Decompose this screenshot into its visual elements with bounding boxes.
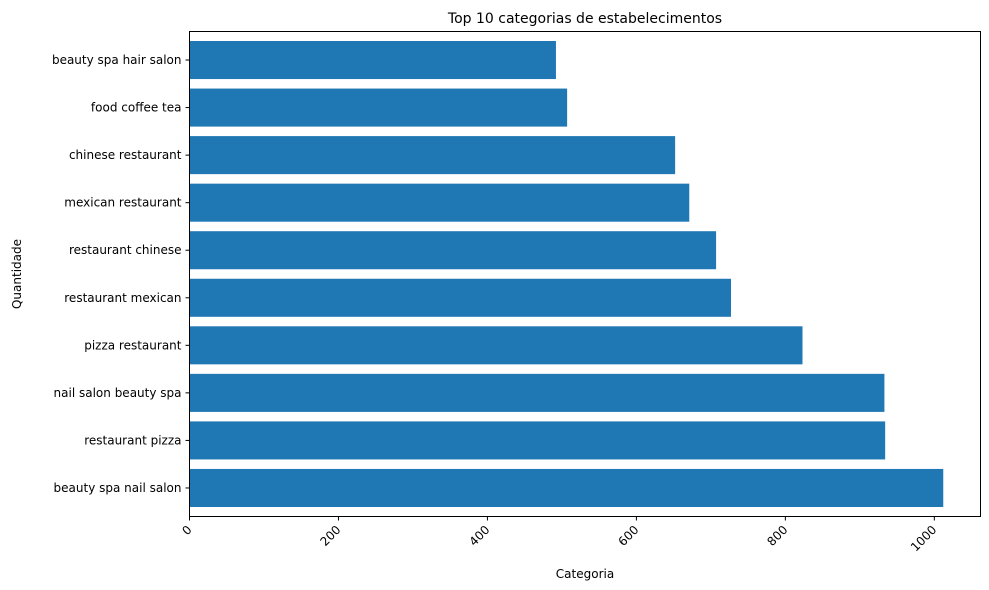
bar <box>189 326 803 365</box>
y-tick-label: nail salon beauty spa <box>54 386 182 400</box>
y-axis-ticks: beauty spa nail salon restaurant pizza nai… <box>52 53 190 495</box>
x-tick-label: 200 <box>317 523 343 549</box>
bar <box>189 136 676 175</box>
x-tick-label: 800 <box>764 523 790 549</box>
y-tick-label: beauty spa hair salon <box>52 53 182 67</box>
y-tick-label: beauty spa nail salon <box>54 481 182 495</box>
y-tick-label: chinese restaurant <box>69 148 182 162</box>
y-tick-label: restaurant pizza <box>84 433 181 447</box>
x-tick-label: 600 <box>615 523 641 549</box>
bar <box>189 468 944 507</box>
bar <box>189 88 568 127</box>
bar <box>189 231 717 270</box>
x-tick-label: 400 <box>466 523 492 549</box>
bar <box>189 183 690 222</box>
y-tick-label: mexican restaurant <box>64 196 182 210</box>
chart-title: Top 10 categorias de estabelecimentos <box>447 11 722 27</box>
y-axis-label: Quantidade <box>10 239 24 309</box>
y-tick-label: pizza restaurant <box>84 338 182 352</box>
bar <box>189 278 731 317</box>
x-tick-label: 0 <box>179 523 194 538</box>
y-tick-label: restaurant mexican <box>64 291 181 305</box>
bar <box>189 41 556 80</box>
plot-frame <box>189 31 981 517</box>
bar <box>189 421 886 460</box>
bar <box>189 373 885 412</box>
x-axis-ticks: 0 200 400 600 800 1000 <box>179 516 939 554</box>
x-axis-label: Categoria <box>556 567 614 581</box>
y-tick-label: food coffee tea <box>91 101 182 115</box>
y-tick-label: restaurant chinese <box>69 243 182 257</box>
x-tick-label: 1000 <box>908 523 939 554</box>
bars-group <box>189 41 944 507</box>
